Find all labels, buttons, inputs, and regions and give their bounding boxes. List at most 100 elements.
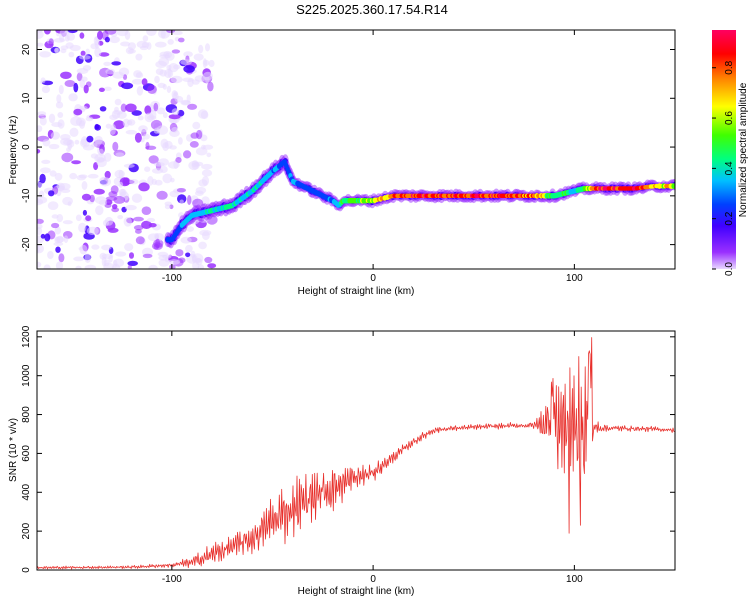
spectrogram-noise-blob xyxy=(178,37,185,43)
spectrogram-noise-blob xyxy=(142,35,149,42)
spectrogram-noise-blob xyxy=(111,61,122,66)
spectrogram-noise-blob xyxy=(153,162,165,167)
spectrogram-noise-blob xyxy=(56,94,62,104)
spectrogram-noise-blob xyxy=(58,183,71,190)
spectrogram-noise-blob xyxy=(38,190,45,198)
spectrogram-noise-blob xyxy=(40,233,46,239)
spectrogram-noise-blob xyxy=(104,170,111,179)
spectrogram-noise-blob xyxy=(177,194,187,204)
spectrogram-noise-blob xyxy=(81,181,88,190)
spectrogram-frame xyxy=(36,29,676,270)
spectrogram-noise-blob xyxy=(201,169,213,177)
spectrogram-noise-blob xyxy=(79,244,88,255)
spectrogram-noise-blob xyxy=(67,201,72,207)
spectrogram-noise-blob xyxy=(197,264,205,269)
spectrogram-noise-blob xyxy=(54,172,63,181)
spectrogram-noise-blob xyxy=(125,103,137,113)
spectrogram-noise-blob xyxy=(51,214,59,219)
spectrogram-noise-blob xyxy=(84,253,91,263)
spectrogram-noise-blob xyxy=(87,173,99,179)
spectrogram-noise-blob xyxy=(98,87,105,93)
spectrogram-noise-blob xyxy=(60,188,71,193)
spectrogram-noise-blob xyxy=(159,51,170,57)
spectrogram-noise-blob xyxy=(54,226,61,235)
spectrogram-noise-blob xyxy=(142,253,153,259)
spectrogram-noise-blob xyxy=(208,59,215,68)
spectrogram-noise-blob xyxy=(101,244,112,251)
spectrogram-noise-blob xyxy=(153,127,160,134)
spectrogram-noise-blob xyxy=(54,236,61,244)
spectrogram-noise-blob xyxy=(94,135,103,145)
spectrogram-noise-blob xyxy=(146,217,156,223)
colorbar-tick-label: 0.8 xyxy=(724,60,735,74)
spectrogram-noise-blob xyxy=(42,139,51,147)
spectrogram-noise-blob xyxy=(173,91,179,97)
spectrogram-noise-blob xyxy=(166,30,176,34)
colorbar-ticks: 0.0 0.2 0.4 0.6 0.8 xyxy=(712,60,735,276)
spectrogram-noise-blob xyxy=(94,123,100,130)
spectrogram-noise-blob xyxy=(85,116,94,122)
spectrogram-noise-blob xyxy=(54,37,66,43)
x-tick-label: 100 xyxy=(566,273,583,284)
x-tick-label: -100 xyxy=(162,574,182,585)
spectrogram-noise-blob xyxy=(117,215,124,220)
spectrogram-noise-blob xyxy=(39,173,46,184)
spectrogram-noise-blob xyxy=(109,127,116,135)
spectrogram-noise-blob xyxy=(147,84,157,94)
spectrogram-noise-blob xyxy=(41,85,51,94)
spectrogram-noise-blob xyxy=(125,129,137,135)
spectrogram-noise-blob xyxy=(148,155,159,164)
spectrogram-noise-blob xyxy=(103,61,112,66)
spectrogram-noise-blob xyxy=(102,219,110,227)
spectrogram-noise-blob xyxy=(146,30,157,36)
spectrogram-noise-blob xyxy=(171,108,180,116)
spectrogram-noise-blob xyxy=(122,118,130,128)
spectrogram-noise-blob xyxy=(138,125,148,133)
spectrogram-background xyxy=(37,30,675,269)
spectrogram-noise-blob xyxy=(41,159,51,164)
spectrogram-noise-blob xyxy=(144,105,152,115)
y-tick-label: 20 xyxy=(21,44,32,56)
spectrogram-noise-blob xyxy=(58,253,65,263)
y-tick-label: 400 xyxy=(21,483,32,500)
spectrogram-noise-blob xyxy=(207,81,214,92)
spectrogram-noise-blob xyxy=(148,264,158,269)
spectrogram-noise-blob xyxy=(91,244,100,250)
spectrogram-y-ticks: -20 -10 0 10 20 xyxy=(21,44,675,252)
spectrogram-noise-blob xyxy=(58,84,64,95)
spectrogram-noise-blob xyxy=(47,201,59,211)
spectrogram-noise-blob xyxy=(131,78,144,85)
spectrogram-noise-blob xyxy=(134,132,142,143)
spectrogram-noise-blob xyxy=(73,256,85,262)
spectrogram-noise-blob xyxy=(59,30,69,37)
spectrogram-noise-blob xyxy=(84,264,97,269)
colorbar-tick-label: 0.6 xyxy=(724,111,735,125)
spectrogram-noise-blob xyxy=(179,199,184,204)
spectrogram-noise-blob xyxy=(186,226,195,232)
snr-series-line xyxy=(37,337,675,570)
spectrogram-noise-blob xyxy=(105,123,112,129)
spectrogram-noise-blob xyxy=(180,236,192,244)
spectrogram-noise-blob xyxy=(95,205,104,216)
spectrogram-noise-blob xyxy=(192,121,201,130)
spectrogram-noise-blob xyxy=(97,30,103,40)
y-tick-label: 1000 xyxy=(21,364,32,387)
spectrogram-noise-blob xyxy=(71,160,81,165)
spectrogram-noise-blob xyxy=(120,188,126,198)
spectrogram-noise-blob xyxy=(145,145,157,150)
spectrogram-noise-blob xyxy=(57,112,64,118)
spectrogram-noise-blob xyxy=(55,261,64,269)
spectrogram-noise-blob xyxy=(60,45,69,50)
spectrogram-noise-blob xyxy=(174,95,184,103)
spectrogram-noise-blob xyxy=(90,153,99,159)
spectrogram-noise-blob xyxy=(96,156,105,163)
spectrogram-noise-blob xyxy=(198,241,207,250)
y-tick-label: 0 xyxy=(21,567,32,573)
spectrogram-noise-blob xyxy=(128,179,139,185)
y-tick-label: 800 xyxy=(21,406,32,423)
spectrogram-noise-blob xyxy=(144,112,154,123)
spectrogram-noise-blob xyxy=(55,246,61,253)
spectrogram-y-label: Frequency (Hz) xyxy=(8,116,19,185)
snr-x-ticks: -100 0 100 xyxy=(162,331,583,585)
snr-panel: -100 0 100 0 200 400 600 800 1000 1200 Height of… xyxy=(8,325,676,597)
